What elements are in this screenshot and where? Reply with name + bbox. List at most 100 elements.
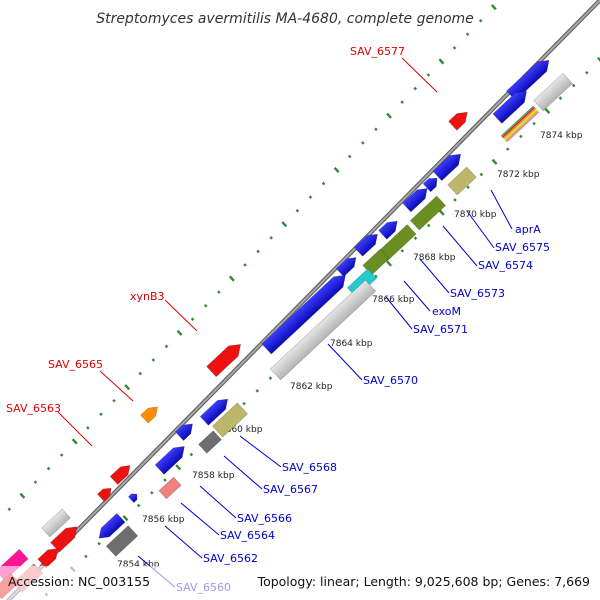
gene-feature[interactable]: [50, 522, 82, 553]
gene-feature[interactable]: [335, 253, 360, 277]
ruler-dot: [175, 464, 182, 471]
gene-feature[interactable]: [158, 476, 182, 500]
ruler-dot: [203, 303, 208, 308]
gene-label[interactable]: SAV_6563: [6, 402, 61, 415]
gene-feature[interactable]: [198, 430, 222, 454]
gene-feature[interactable]: [199, 395, 232, 426]
ruler-dot: [33, 480, 38, 484]
gene-feature[interactable]: [174, 419, 196, 441]
ruler-dot: [466, 185, 470, 190]
gene-label[interactable]: SAV_6577: [350, 45, 405, 58]
gene-feature[interactable]: [95, 512, 126, 542]
gene-label[interactable]: aprA: [515, 223, 541, 236]
ruler-dot: [164, 344, 169, 349]
gene-label-leader: [180, 502, 220, 536]
kbp-tick-label: 7872 kbp: [497, 170, 540, 180]
gene-label[interactable]: SAV_6574: [478, 259, 533, 272]
gene-feature[interactable]: [447, 166, 477, 196]
ruler-dot: [122, 515, 129, 522]
gene-label[interactable]: SAV_6575: [495, 241, 550, 254]
ruler-dot: [138, 371, 143, 376]
gene-feature[interactable]: [409, 195, 447, 231]
gene-feature[interactable]: [353, 230, 381, 257]
gene-feature[interactable]: [432, 149, 465, 182]
gene-feature[interactable]: [402, 184, 432, 213]
gene-feature[interactable]: [212, 402, 248, 438]
gene-feature[interactable]: [269, 279, 377, 381]
kbp-ruler: 7854 kbp 7856 kbp 7858 kbp 7860 kbp 7862 kbp…: [117, 131, 583, 570]
ruler-dot: [243, 263, 247, 267]
ruler-dot: [438, 209, 445, 216]
ruler-dot: [400, 100, 404, 104]
ruler-dot: [490, 4, 497, 11]
gene-label[interactable]: exoM: [432, 305, 461, 318]
gene-label-leader: [164, 299, 198, 332]
ruler-dot: [256, 249, 260, 254]
ruler-dot: [269, 236, 273, 240]
kbp-tick-label: 7866 kbp: [372, 295, 415, 305]
ruler-dot: [453, 198, 457, 202]
gene-label-leader: [223, 455, 263, 490]
gene-label[interactable]: SAV_6573: [450, 287, 505, 300]
gene-label[interactable]: SAV_6564: [220, 529, 275, 542]
gene-label[interactable]: SAV_6568: [282, 461, 337, 474]
ruler-dot: [281, 221, 288, 228]
gene-labels-layer: SAV_6577 xynB3 SAV_6565 SAV_6563 aprA SAV_657…: [6, 45, 550, 594]
ruler-dot: [333, 166, 340, 174]
gene-label[interactable]: SAV_6567: [263, 483, 318, 496]
ruler-dot: [426, 73, 431, 77]
gene-feature[interactable]: [261, 270, 351, 355]
gene-feature[interactable]: [422, 174, 441, 193]
ruler-dot: [190, 317, 195, 322]
ruler-dot: [189, 452, 194, 457]
gene-label-leader: [490, 189, 513, 230]
gene-label-leader: [57, 411, 93, 447]
ruler-dot: [386, 260, 393, 267]
ruler-dot: [86, 426, 90, 430]
gene-feature[interactable]: [127, 491, 139, 504]
gene-label-leader: [385, 296, 413, 330]
gene-feature[interactable]: [97, 485, 114, 502]
gene-features-layer: [0, 59, 573, 600]
gene-feature[interactable]: [206, 339, 246, 378]
ruler-dot: [124, 384, 131, 391]
gene-label-leader: [401, 57, 438, 93]
gene-feature[interactable]: [140, 403, 162, 424]
ruler-dot: [84, 554, 88, 559]
ruler-dot: [19, 492, 26, 499]
gene-feature[interactable]: [500, 105, 540, 143]
ruler-dot: [413, 86, 418, 91]
ruler-dot: [386, 112, 392, 119]
map-title: Streptomyces avermitilis MA-4680, comple…: [96, 11, 474, 27]
gene-feature[interactable]: [154, 442, 189, 475]
gene-label[interactable]: xynB3: [130, 290, 165, 303]
ruler-dot: [585, 70, 589, 75]
gene-label[interactable]: SAV_6565: [48, 358, 103, 371]
gene-label[interactable]: SAV_6570: [363, 374, 418, 387]
gene-feature[interactable]: [533, 72, 573, 112]
genome-summary-text: Topology: linear; Length: 9,025,608 bp; …: [257, 574, 590, 589]
kbp-tick-label: 7862 kbp: [290, 382, 333, 392]
ruler-dot: [59, 453, 64, 457]
gene-label[interactable]: SAV_6566: [237, 512, 292, 525]
gene-label[interactable]: SAV_6571: [413, 323, 468, 336]
ruler-dot: [400, 249, 405, 253]
gene-feature[interactable]: [378, 217, 402, 240]
ruler-dot: [99, 412, 103, 417]
ruler-dot: [71, 438, 78, 445]
gene-feature[interactable]: [41, 508, 71, 538]
kbp-tick-label: 7868 kbp: [413, 253, 456, 263]
ruler-dot: [491, 158, 498, 165]
kbp-tick-label: 7870 kbp: [454, 210, 497, 220]
gene-feature[interactable]: [492, 87, 531, 124]
gene-label[interactable]: SAV_6562: [203, 552, 258, 565]
gene-label-leader: [239, 435, 282, 468]
ruler-dot: [361, 141, 365, 145]
gene-feature[interactable]: [448, 108, 472, 131]
ruler-dot: [97, 541, 101, 546]
ruler-dot: [268, 376, 273, 380]
footer-backdrop: [0, 566, 600, 600]
gene-feature[interactable]: [105, 525, 139, 557]
gene-feature[interactable]: [109, 461, 134, 485]
